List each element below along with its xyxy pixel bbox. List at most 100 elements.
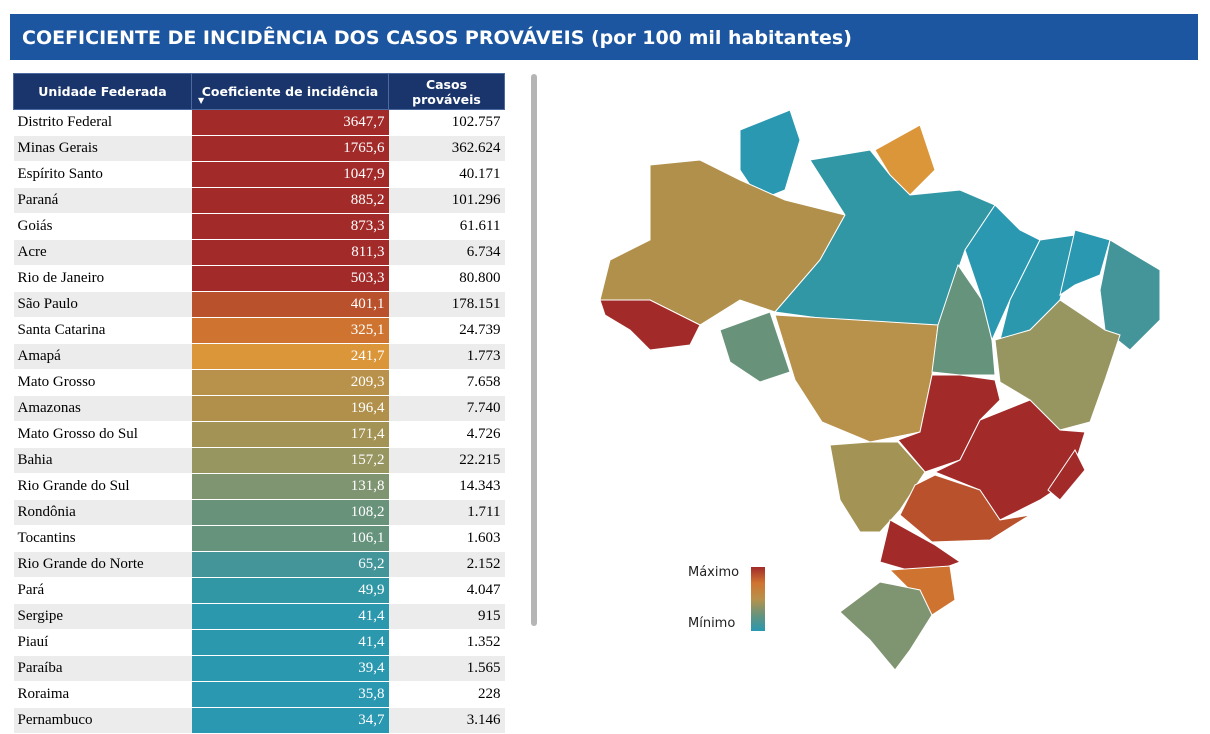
table-row[interactable]: Goiás 873,3 61.611 bbox=[13, 213, 505, 240]
state-espirito-santo[interactable] bbox=[1047, 449, 1086, 501]
table-row[interactable]: Rondônia 108,2 1.711 bbox=[13, 499, 505, 526]
uf-cell: Mato Grosso do Sul bbox=[13, 421, 192, 448]
legend-color-scale bbox=[751, 567, 765, 631]
table-row[interactable]: Paraná 885,2 101.296 bbox=[13, 187, 505, 214]
uf-cell: Pará bbox=[13, 577, 192, 604]
uf-cell: Rio de Janeiro bbox=[13, 265, 192, 292]
state-mato-grosso-do-sul[interactable] bbox=[829, 441, 926, 533]
table-row[interactable]: Santa Catarina 325,1 24.739 bbox=[13, 317, 505, 344]
uf-cell: Amazonas bbox=[13, 395, 192, 422]
sort-descending-icon[interactable]: ▼ bbox=[198, 96, 205, 105]
column-header-casos[interactable]: Casos prováveis bbox=[388, 73, 505, 110]
column-header-uf[interactable]: Unidade Federada bbox=[13, 73, 192, 110]
casos-cell: 1.352 bbox=[388, 629, 505, 656]
uf-cell: Distrito Federal bbox=[13, 109, 192, 136]
table-scrollbar[interactable] bbox=[531, 74, 537, 626]
uf-cell: Roraima bbox=[13, 681, 192, 708]
coef-cell: 35,8 bbox=[191, 681, 389, 708]
uf-cell: Rondônia bbox=[13, 499, 192, 526]
incidence-table: Unidade Federada Coeficiente de incidênc… bbox=[13, 73, 505, 734]
table-row[interactable]: Amazonas 196,4 7.740 bbox=[13, 395, 505, 422]
legend-max-label: Máximo bbox=[688, 565, 740, 580]
coef-cell: 41,4 bbox=[191, 603, 389, 630]
state-para[interactable] bbox=[774, 149, 996, 326]
table-row[interactable]: Rio de Janeiro 503,3 80.800 bbox=[13, 265, 505, 292]
table-row[interactable]: Roraima 35,8 228 bbox=[13, 681, 505, 708]
uf-cell: Goiás bbox=[13, 213, 192, 240]
state-bahia[interactable] bbox=[994, 299, 1121, 431]
casos-cell: 178.151 bbox=[388, 291, 505, 318]
header-label: Coeficiente de incidência bbox=[201, 84, 379, 99]
coef-cell: 41,4 bbox=[191, 629, 389, 656]
coef-cell: 811,3 bbox=[191, 239, 389, 266]
uf-cell: Paraná bbox=[13, 187, 192, 214]
uf-cell: São Paulo bbox=[13, 291, 192, 318]
table-row[interactable]: Pará 49,9 4.047 bbox=[13, 577, 505, 604]
state-ceara[interactable] bbox=[1059, 229, 1111, 297]
coef-cell: 325,1 bbox=[191, 317, 389, 344]
casos-cell: 362.624 bbox=[388, 135, 505, 162]
legend-min-label: Mínimo bbox=[688, 616, 736, 631]
state-rio-grande-do-sul[interactable] bbox=[839, 581, 933, 671]
coef-cell: 196,4 bbox=[191, 395, 389, 422]
table-row[interactable]: Sergipe 41,4 915 bbox=[13, 603, 505, 630]
table-row[interactable]: Rio Grande do Norte 65,2 2.152 bbox=[13, 551, 505, 578]
table-row[interactable]: Mato Grosso 209,3 7.658 bbox=[13, 369, 505, 396]
casos-cell: 228 bbox=[388, 681, 505, 708]
table-row[interactable]: Bahia 157,2 22.215 bbox=[13, 447, 505, 474]
state-santa-catarina[interactable] bbox=[888, 565, 956, 616]
table-row[interactable]: Distrito Federal 3647,7 102.757 bbox=[13, 109, 505, 136]
state-roraima[interactable] bbox=[739, 109, 801, 201]
table-row[interactable]: Tocantins 106,1 1.603 bbox=[13, 525, 505, 552]
casos-cell: 4.726 bbox=[388, 421, 505, 448]
uf-cell: Santa Catarina bbox=[13, 317, 192, 344]
coef-cell: 108,2 bbox=[191, 499, 389, 526]
casos-cell: 1.711 bbox=[388, 499, 505, 526]
state-acre[interactable] bbox=[599, 299, 701, 351]
brazil-map bbox=[599, 109, 1161, 671]
coef-cell: 503,3 bbox=[191, 265, 389, 292]
casos-cell: 22.215 bbox=[388, 447, 505, 474]
casos-cell: 6.734 bbox=[388, 239, 505, 266]
casos-cell: 102.757 bbox=[388, 109, 505, 136]
coef-cell: 1047,9 bbox=[191, 161, 389, 188]
coef-cell: 49,9 bbox=[191, 577, 389, 604]
casos-cell: 24.739 bbox=[388, 317, 505, 344]
coef-cell: 131,8 bbox=[191, 473, 389, 500]
coef-cell: 873,3 bbox=[191, 213, 389, 240]
uf-cell: Mato Grosso bbox=[13, 369, 192, 396]
coef-cell: 1765,6 bbox=[191, 135, 389, 162]
table-row[interactable]: São Paulo 401,1 178.151 bbox=[13, 291, 505, 318]
column-header-coef[interactable]: Coeficiente de incidência ▼ bbox=[191, 73, 389, 110]
table-row[interactable]: Amapá 241,7 1.773 bbox=[13, 343, 505, 370]
coef-cell: 157,2 bbox=[191, 447, 389, 474]
uf-cell: Amapá bbox=[13, 343, 192, 370]
table-row[interactable]: Espírito Santo 1047,9 40.171 bbox=[13, 161, 505, 188]
coef-cell: 106,1 bbox=[191, 525, 389, 552]
coef-cell: 401,1 bbox=[191, 291, 389, 318]
state-northeast-coast[interactable] bbox=[1099, 239, 1161, 351]
state-rondonia[interactable] bbox=[719, 311, 791, 383]
casos-cell: 40.171 bbox=[388, 161, 505, 188]
casos-cell: 101.296 bbox=[388, 187, 505, 214]
coef-cell: 241,7 bbox=[191, 343, 389, 370]
casos-cell: 1.565 bbox=[388, 655, 505, 682]
table-row[interactable]: Acre 811,3 6.734 bbox=[13, 239, 505, 266]
legend: Máximo Mínimo bbox=[688, 565, 739, 631]
table-row[interactable]: Minas Gerais 1765,6 362.624 bbox=[13, 135, 505, 162]
uf-cell: Paraíba bbox=[13, 655, 192, 682]
casos-cell: 80.800 bbox=[388, 265, 505, 292]
casos-cell: 4.047 bbox=[388, 577, 505, 604]
state-mato-grosso[interactable] bbox=[774, 314, 939, 443]
table-row[interactable]: Piauí 41,4 1.352 bbox=[13, 629, 505, 656]
coef-cell: 39,4 bbox=[191, 655, 389, 682]
state-amazonas[interactable] bbox=[599, 159, 846, 326]
table-row[interactable]: Paraíba 39,4 1.565 bbox=[13, 655, 505, 682]
coef-cell: 171,4 bbox=[191, 421, 389, 448]
table-row[interactable]: Mato Grosso do Sul 171,4 4.726 bbox=[13, 421, 505, 448]
coef-cell: 885,2 bbox=[191, 187, 389, 214]
page-title: COEFICIENTE DE INCIDÊNCIA DOS CASOS PROV… bbox=[10, 14, 1198, 60]
state-amapa[interactable] bbox=[874, 124, 936, 196]
state-sao-paulo[interactable] bbox=[899, 474, 1031, 543]
table-row[interactable]: Rio Grande do Sul 131,8 14.343 bbox=[13, 473, 505, 500]
